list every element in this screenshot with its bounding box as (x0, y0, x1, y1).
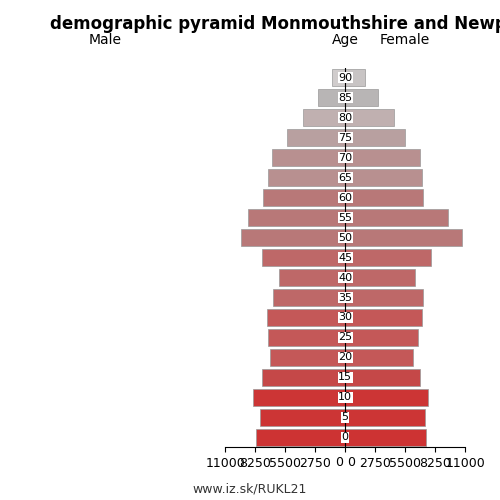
Text: Age: Age (332, 33, 358, 47)
Bar (345, 110, 395, 126)
Bar (272, 150, 345, 166)
Bar (332, 70, 345, 86)
Text: 50: 50 (338, 232, 352, 242)
Bar (345, 189, 422, 206)
Text: Male: Male (89, 33, 122, 47)
Text: 20: 20 (338, 352, 352, 362)
Bar (256, 429, 345, 446)
Text: 75: 75 (338, 133, 352, 143)
Text: 65: 65 (338, 172, 352, 182)
Text: 0: 0 (335, 456, 343, 469)
Title: demographic pyramid Monmouthshire and Newport, year 2019: demographic pyramid Monmouthshire and Ne… (50, 15, 500, 33)
Bar (345, 130, 405, 146)
Bar (248, 209, 345, 226)
Bar (345, 169, 422, 186)
Bar (268, 329, 345, 346)
Text: 85: 85 (338, 93, 352, 103)
Bar (345, 269, 415, 286)
Text: 45: 45 (338, 252, 352, 262)
Text: 40: 40 (338, 272, 352, 282)
Bar (345, 249, 432, 266)
Bar (252, 389, 345, 406)
Bar (345, 309, 422, 326)
Bar (288, 130, 345, 146)
Text: 35: 35 (338, 292, 352, 302)
Text: www.iz.sk/RUKL21: www.iz.sk/RUKL21 (193, 482, 307, 495)
Text: 30: 30 (338, 312, 352, 322)
Bar (260, 409, 345, 426)
Bar (345, 229, 462, 246)
Text: 0: 0 (348, 456, 356, 469)
Bar (268, 169, 345, 186)
Bar (266, 309, 345, 326)
Bar (264, 189, 345, 206)
Bar (345, 389, 428, 406)
Text: 60: 60 (338, 192, 352, 202)
Bar (278, 269, 345, 286)
Text: 25: 25 (338, 332, 352, 342)
Bar (345, 429, 426, 446)
Text: 70: 70 (338, 152, 352, 162)
Bar (345, 369, 420, 386)
Text: 15: 15 (338, 372, 352, 382)
Bar (318, 90, 345, 106)
Bar (345, 150, 420, 166)
Bar (345, 349, 413, 366)
Text: 80: 80 (338, 113, 352, 123)
Bar (345, 70, 365, 86)
Bar (273, 289, 345, 306)
Bar (262, 249, 345, 266)
Text: Female: Female (380, 33, 430, 47)
Bar (262, 369, 345, 386)
Text: 10: 10 (338, 392, 352, 402)
Bar (345, 209, 448, 226)
Bar (302, 110, 345, 126)
Bar (345, 409, 425, 426)
Bar (240, 229, 345, 246)
Text: 5: 5 (342, 412, 348, 422)
Text: 55: 55 (338, 212, 352, 222)
Text: 0: 0 (342, 432, 348, 442)
Bar (345, 289, 422, 306)
Bar (345, 90, 378, 106)
Bar (270, 349, 345, 366)
Text: 90: 90 (338, 73, 352, 83)
Bar (345, 329, 418, 346)
